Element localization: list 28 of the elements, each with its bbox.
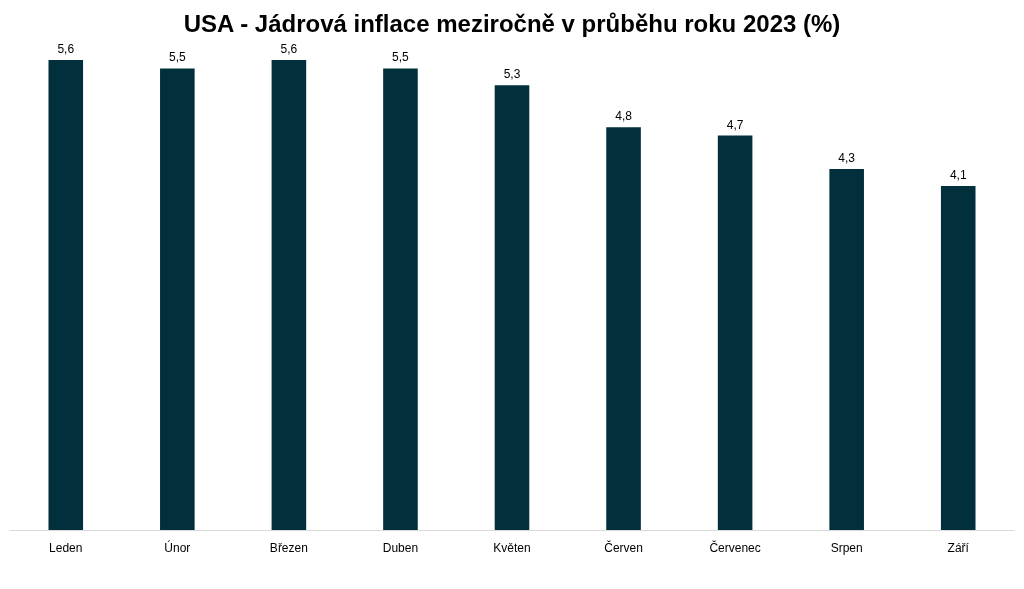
x-tick-label: Březen bbox=[269, 541, 308, 555]
data-label: 4,1 bbox=[949, 167, 967, 182]
x-tick-label: Červen bbox=[604, 540, 643, 555]
x-tick-label: Duben bbox=[382, 541, 419, 555]
bar bbox=[494, 85, 530, 530]
x-tick-label: Leden bbox=[49, 541, 83, 555]
data-label: 5,6 bbox=[57, 42, 75, 56]
data-label: 5,5 bbox=[168, 50, 186, 65]
x-tick-label: Květen bbox=[493, 541, 531, 555]
x-tick-label: Srpen bbox=[830, 541, 863, 555]
x-tick-label: Červenec bbox=[709, 540, 761, 555]
bar bbox=[829, 169, 864, 530]
data-label: 5,3 bbox=[503, 67, 521, 82]
bar bbox=[271, 60, 307, 530]
bar bbox=[940, 185, 976, 530]
data-label: 4,7 bbox=[726, 117, 744, 132]
data-label: 5,6 bbox=[280, 42, 298, 56]
data-label: 4,3 bbox=[838, 151, 856, 166]
bar bbox=[160, 68, 195, 530]
data-label: 5,5 bbox=[392, 50, 410, 65]
x-tick-label: Září bbox=[947, 541, 970, 555]
bar bbox=[717, 135, 753, 530]
bar bbox=[48, 60, 84, 530]
chart-title: USA - Jádrová inflace meziročně v průběhu roku 2023 (%) bbox=[183, 9, 841, 37]
bar bbox=[606, 127, 641, 530]
x-tick-label: Únor bbox=[164, 540, 191, 555]
data-label: 4,8 bbox=[615, 109, 633, 124]
bar bbox=[383, 68, 418, 530]
